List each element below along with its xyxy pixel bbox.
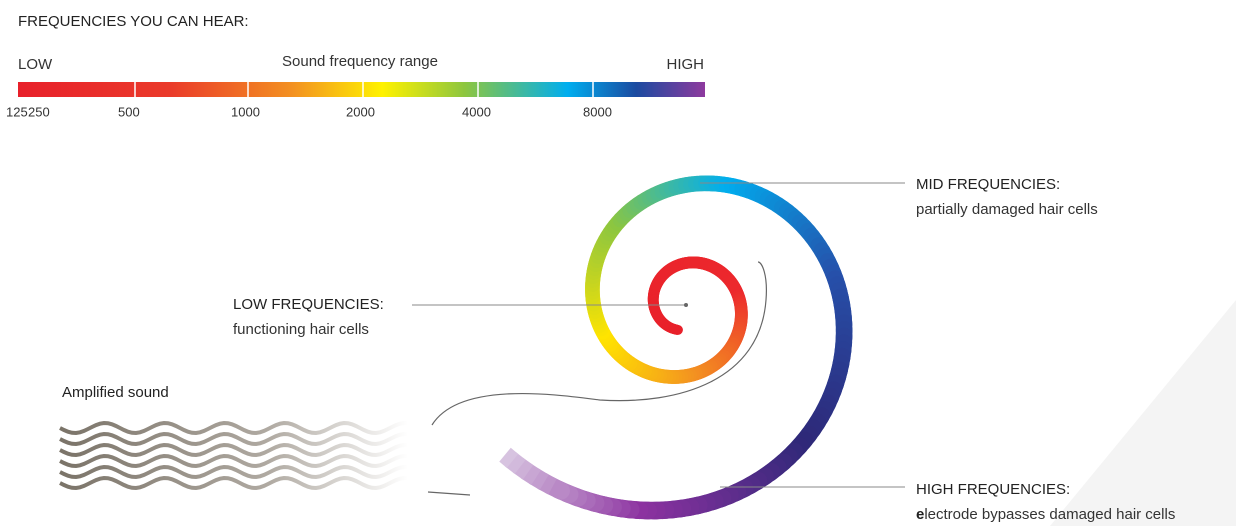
high-heading: HIGH FREQUENCIES: <box>916 481 1070 498</box>
cochlea-spiral <box>499 175 853 520</box>
basilar-curve <box>431 261 767 426</box>
high-description-initial: e <box>916 506 924 523</box>
wave-line <box>59 431 409 447</box>
tick-label: 8000 <box>583 104 612 119</box>
high-description-rest: lectrode bypasses damaged hair cells <box>924 506 1175 523</box>
high-label: HIGH <box>667 56 705 73</box>
spiral-segment <box>499 447 519 468</box>
title: FREQUENCIES YOU CAN HEAR: <box>18 13 249 30</box>
wave-line <box>59 464 409 480</box>
tick-label: 125 <box>6 104 28 119</box>
low-label: LOW <box>18 56 53 73</box>
scale-title: Sound frequency range <box>282 53 438 70</box>
sound-waves <box>59 420 409 491</box>
tick-label: 2000 <box>346 104 375 119</box>
frequency-bar <box>18 82 705 97</box>
tick-label: 500 <box>118 104 140 119</box>
scale-ticks: 125 250 500 1000 2000 4000 8000 <box>6 82 612 119</box>
low-description: functioning hair cells <box>233 321 369 338</box>
wave-line <box>59 453 409 469</box>
low-heading: LOW FREQUENCIES: <box>233 296 384 313</box>
tick-label: 1000 <box>231 104 260 119</box>
wave-line <box>59 442 409 458</box>
wave-line <box>59 420 409 436</box>
background-shade <box>1050 300 1236 526</box>
wave-line <box>59 475 409 491</box>
mid-description: partially damaged hair cells <box>916 201 1098 218</box>
sound-label: Amplified sound <box>62 384 169 401</box>
mid-heading: MID FREQUENCIES: <box>916 176 1060 193</box>
tick-label: 4000 <box>462 104 491 119</box>
low-pointer-dot <box>684 303 688 307</box>
electrode-lead <box>427 491 471 496</box>
high-description: electrode bypasses damaged hair cells <box>916 506 1175 523</box>
tick-label: 250 <box>28 104 50 119</box>
